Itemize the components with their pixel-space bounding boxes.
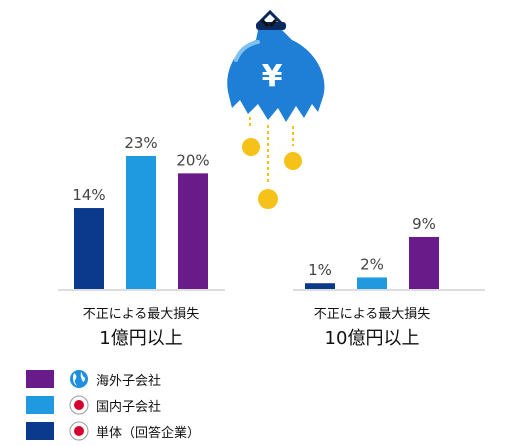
bar-value-label: 20% <box>176 151 209 169</box>
bar <box>178 173 208 289</box>
legend-label-domestic: 国内子会社 <box>96 400 162 415</box>
bar <box>409 236 439 289</box>
coin-icon <box>242 138 260 156</box>
coin-icon <box>284 152 302 170</box>
coin-icon <box>258 189 278 209</box>
bar-value-label: 9% <box>412 215 436 233</box>
bar-value-label: 2% <box>360 255 384 273</box>
bar-value-label: 23% <box>124 134 157 152</box>
globe-icon <box>70 370 88 388</box>
bar <box>74 208 104 289</box>
legend-swatch-overseas <box>26 370 54 388</box>
category-label-line2: 10億円以上 <box>325 328 420 349</box>
money-bag-icon: ¥ <box>227 9 325 122</box>
bar <box>126 156 156 289</box>
yen-symbol: ¥ <box>262 59 283 94</box>
bar <box>357 277 387 289</box>
legend-swatch-domestic <box>26 396 54 414</box>
legend-swatch-standalone <box>26 422 54 440</box>
legend-label-standalone: 単体（回答企業） <box>96 426 201 441</box>
japan-flag-icon <box>69 395 89 415</box>
category-label-line1: 不正による最大損失 <box>83 307 200 322</box>
legend-label-overseas: 海外子会社 <box>96 374 162 389</box>
category-label-line1: 不正による最大損失 <box>314 307 431 322</box>
japan-flag-icon <box>69 421 89 441</box>
coin-icon-group <box>242 117 302 209</box>
bar <box>305 283 335 289</box>
category-label-line2: 1億円以上 <box>99 328 182 349</box>
bar-value-label: 1% <box>308 261 332 279</box>
bar-value-label: 14% <box>72 186 105 204</box>
